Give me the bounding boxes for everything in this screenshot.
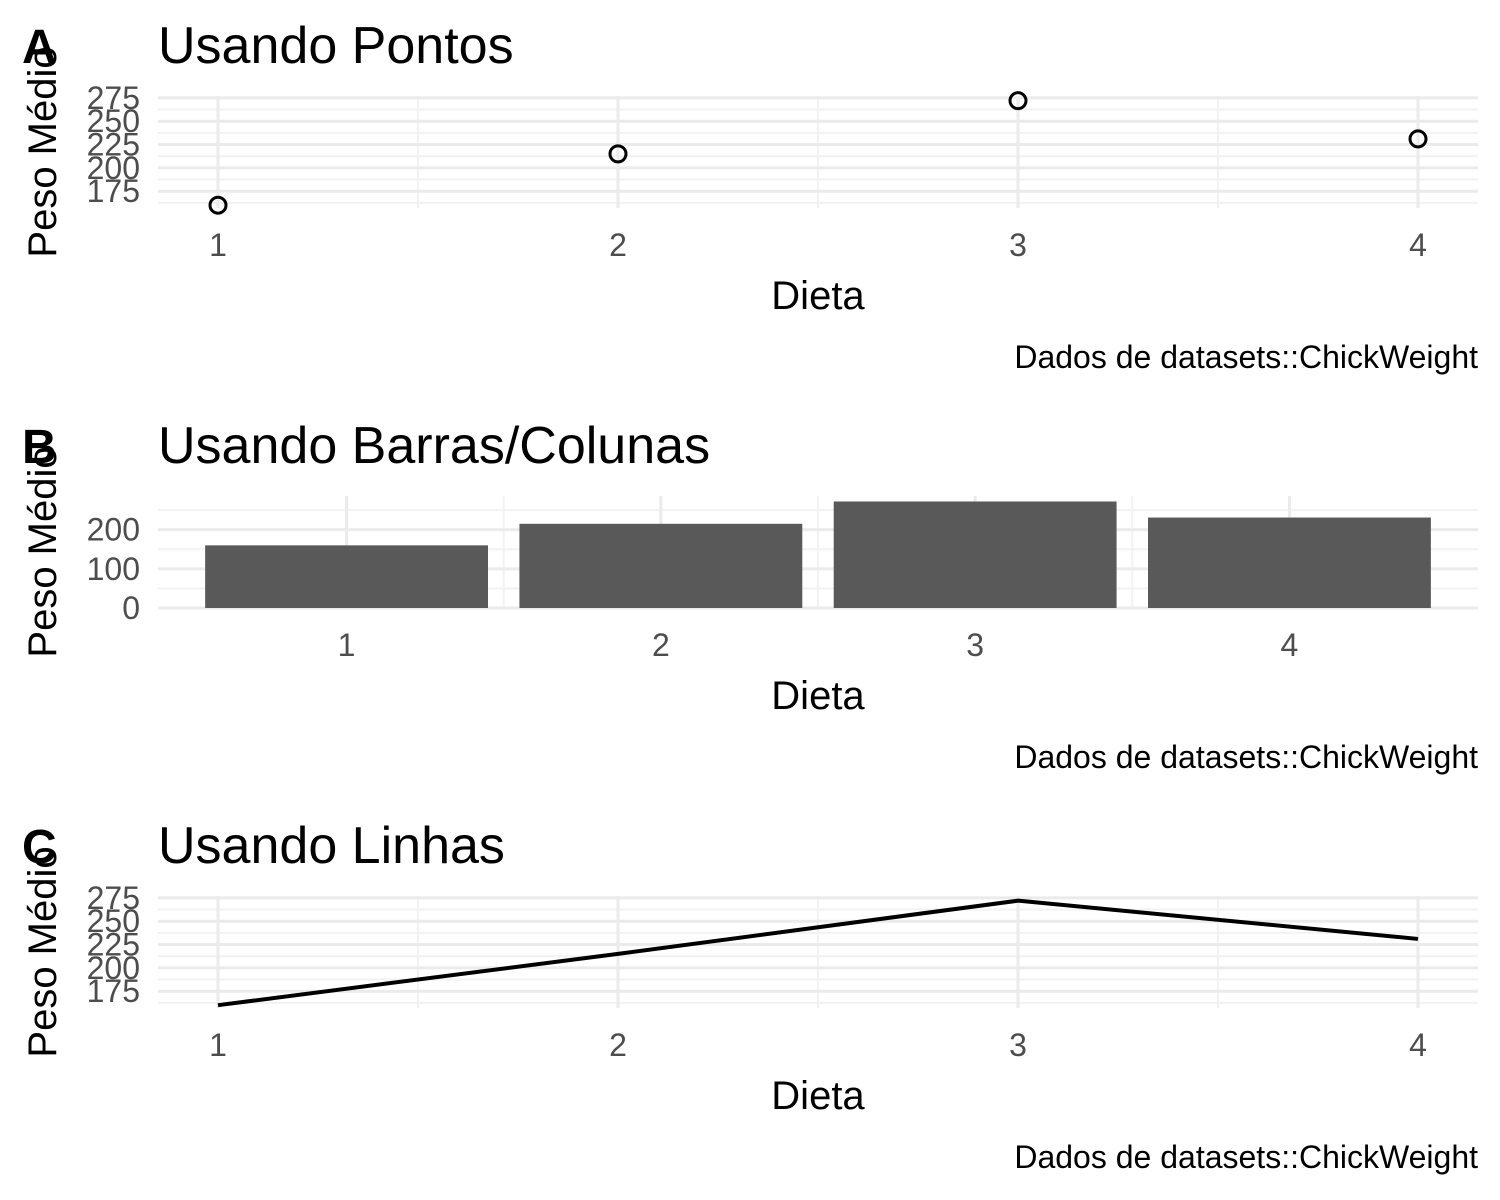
x-tick-label: 4	[1409, 227, 1427, 263]
x-axis-title: Dieta	[771, 274, 865, 318]
x-tick-label: 2	[609, 1027, 627, 1063]
data-bar	[519, 523, 803, 608]
x-tick-label: 4	[1281, 627, 1299, 663]
x-tick-label: 4	[1409, 1027, 1427, 1063]
y-axis-title: Peso Médio	[21, 46, 65, 257]
data-point	[608, 144, 628, 164]
y-tick-label: 200	[87, 512, 140, 548]
x-tick-label: 1	[209, 227, 227, 263]
panel-title: Usando Linhas	[158, 817, 505, 875]
panel-tag: B	[22, 421, 57, 474]
x-tick-label: 2	[609, 227, 627, 263]
x-axis-title: Dieta	[771, 674, 865, 718]
x-tick-label: 3	[1009, 1027, 1027, 1063]
y-tick-label: 275	[87, 880, 140, 916]
y-axis-title: Peso Médio	[21, 846, 65, 1057]
y-tick-label: 200	[87, 150, 140, 186]
caption: Dados de datasets::ChickWeight	[1014, 739, 1478, 775]
x-axis-title: Dieta	[771, 1074, 865, 1118]
panel-tag: A	[22, 21, 57, 74]
data-point	[1008, 91, 1028, 111]
x-tick-label: 3	[966, 627, 984, 663]
panel-title: Usando Barras/Colunas	[158, 417, 710, 475]
x-tick-label: 1	[338, 627, 356, 663]
panel-tag: C	[22, 821, 57, 874]
y-tick-label: 175	[87, 173, 140, 209]
y-tick-label: 250	[87, 903, 140, 939]
y-tick-label: 275	[87, 80, 140, 116]
data-point	[208, 195, 228, 215]
data-line	[217, 898, 1419, 1008]
data-bar	[205, 545, 488, 608]
data-bar	[1148, 517, 1431, 608]
caption: Dados de datasets::ChickWeight	[1014, 339, 1478, 375]
y-tick-label: 100	[87, 551, 140, 587]
x-tick-label: 3	[1009, 227, 1027, 263]
x-tick-label: 1	[209, 1027, 227, 1063]
caption: Dados de datasets::ChickWeight	[1014, 1139, 1478, 1175]
y-tick-label: 200	[87, 950, 140, 986]
y-tick-label: 225	[87, 927, 140, 963]
data-point	[1408, 129, 1428, 149]
x-tick-label: 2	[652, 627, 670, 663]
data-bar	[833, 501, 1117, 608]
y-tick-label: 175	[87, 973, 140, 1009]
y-tick-label: 225	[87, 127, 140, 163]
panel-title: Usando Pontos	[158, 17, 514, 75]
y-tick-label: 0	[122, 590, 140, 626]
y-tick-label: 250	[87, 103, 140, 139]
y-axis-title: Peso Médio	[21, 446, 65, 657]
